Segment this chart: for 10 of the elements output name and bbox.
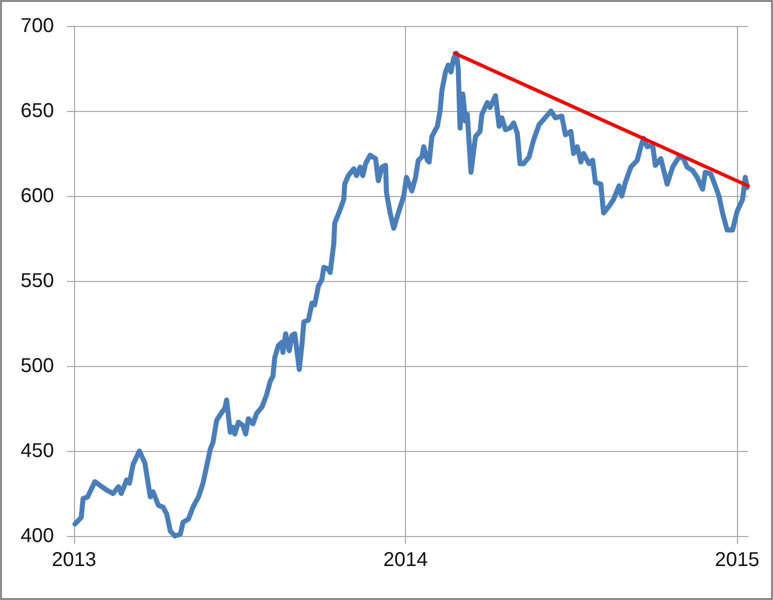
y-tick-label: 600	[20, 185, 54, 207]
y-tick-label: 700	[20, 15, 54, 37]
y-tick-label: 650	[20, 100, 54, 122]
y-tick-label: 400	[20, 525, 54, 547]
y-tick-label: 500	[20, 355, 54, 377]
y-tick-label: 450	[20, 440, 54, 462]
x-tick-label: 2014	[383, 549, 428, 571]
y-tick-label: 550	[20, 270, 54, 292]
x-tick-label: 2015	[714, 549, 760, 571]
x-tick-label: 2013	[52, 549, 96, 571]
